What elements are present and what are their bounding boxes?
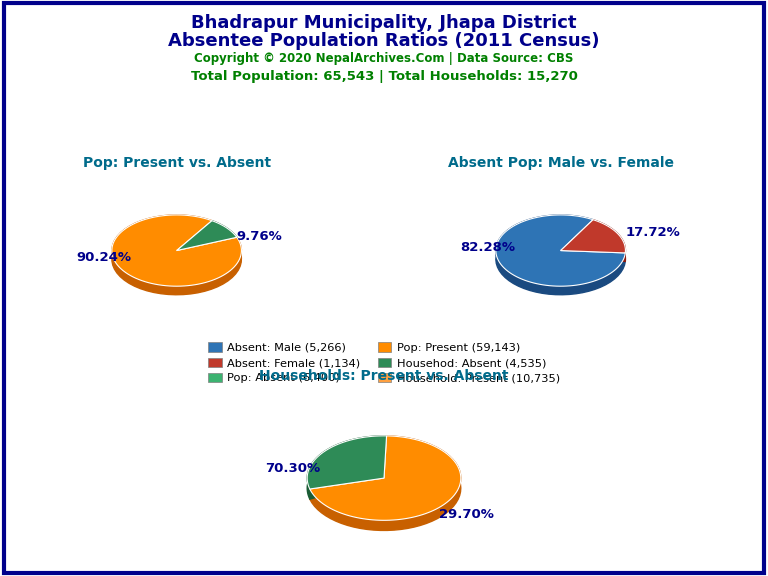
Polygon shape: [310, 436, 461, 520]
Title: Absent Pop: Male vs. Female: Absent Pop: Male vs. Female: [448, 156, 674, 170]
Title: Households: Present vs. Absent: Households: Present vs. Absent: [260, 369, 508, 384]
Polygon shape: [177, 221, 212, 251]
Polygon shape: [307, 436, 386, 499]
Polygon shape: [212, 221, 237, 246]
Legend: Absent: Male (5,266), Absent: Female (1,134), Pop: Absent (6,400), Pop: Present : Absent: Male (5,266), Absent: Female (1,…: [204, 338, 564, 388]
Polygon shape: [177, 221, 212, 251]
Polygon shape: [310, 436, 461, 530]
Polygon shape: [310, 478, 384, 499]
Title: Pop: Present vs. Absent: Pop: Present vs. Absent: [83, 156, 270, 170]
Polygon shape: [561, 251, 625, 262]
Polygon shape: [112, 215, 241, 286]
Text: 17.72%: 17.72%: [625, 226, 680, 239]
Polygon shape: [561, 219, 593, 251]
Text: Copyright © 2020 NepalArchives.Com | Data Source: CBS: Copyright © 2020 NepalArchives.Com | Dat…: [194, 52, 574, 65]
Polygon shape: [112, 215, 241, 295]
Text: Bhadrapur Municipality, Jhapa District: Bhadrapur Municipality, Jhapa District: [191, 14, 577, 32]
Polygon shape: [496, 215, 625, 295]
Polygon shape: [561, 219, 625, 253]
Text: 82.28%: 82.28%: [460, 241, 515, 254]
Polygon shape: [384, 436, 386, 478]
Polygon shape: [177, 237, 237, 251]
Text: 9.76%: 9.76%: [237, 230, 282, 243]
Polygon shape: [310, 478, 384, 499]
Polygon shape: [384, 436, 386, 478]
Polygon shape: [593, 219, 625, 262]
Polygon shape: [307, 436, 386, 489]
Text: Total Population: 65,543 | Total Households: 15,270: Total Population: 65,543 | Total Househo…: [190, 70, 578, 84]
Text: 90.24%: 90.24%: [76, 251, 131, 264]
Polygon shape: [561, 251, 625, 262]
Polygon shape: [177, 237, 237, 251]
Polygon shape: [561, 219, 593, 251]
Polygon shape: [177, 221, 237, 251]
Text: 29.70%: 29.70%: [439, 509, 494, 521]
Polygon shape: [496, 215, 625, 286]
Text: Absentee Population Ratios (2011 Census): Absentee Population Ratios (2011 Census): [168, 32, 600, 50]
Text: 70.30%: 70.30%: [265, 463, 320, 475]
